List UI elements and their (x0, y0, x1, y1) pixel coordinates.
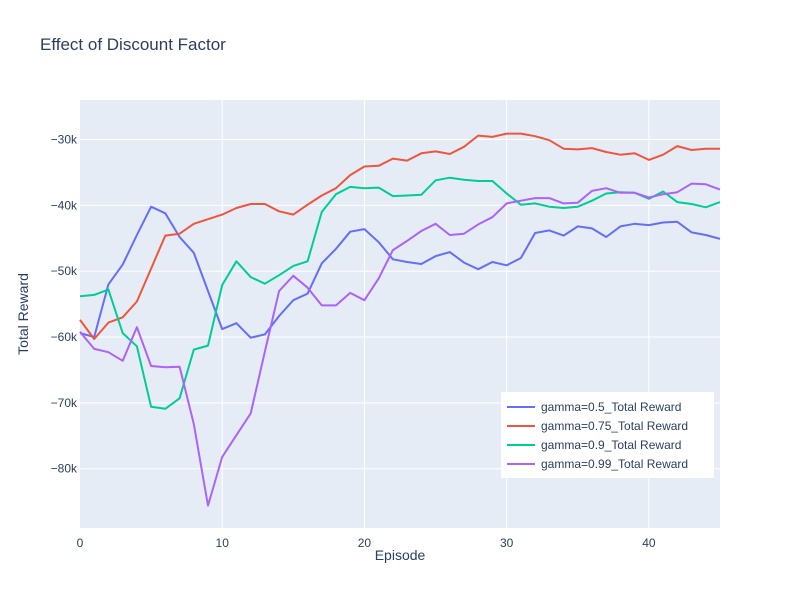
series-line (79, 205, 721, 339)
legend-item-label[interactable]: gamma=0.9_Total Reward (541, 438, 681, 452)
series-line (79, 176, 721, 410)
y-tick-label: −50k (51, 264, 78, 278)
x-tick-label: 0 (77, 536, 84, 550)
legend[interactable]: gamma=0.5_Total Reward gamma=0.75_Total R… (501, 392, 714, 478)
x-tick-label: 10 (216, 536, 230, 550)
chart-title: Effect of Discount Factor (40, 35, 226, 54)
y-tick-label: −80k (51, 462, 78, 476)
series-line (79, 132, 720, 340)
legend-box (501, 392, 714, 478)
x-tick-label: 30 (500, 536, 514, 550)
legend-item-label[interactable]: gamma=0.99_Total Reward (541, 457, 688, 471)
legend-item-label[interactable]: gamma=0.75_Total Reward (541, 419, 688, 433)
x-tick-label: 20 (358, 536, 372, 550)
x-tick-label: 40 (642, 536, 656, 550)
legend-item-label[interactable]: gamma=0.5_Total Reward (541, 400, 681, 414)
y-tick-label: −30k (51, 133, 78, 147)
y-axis-title: Total Reward (15, 273, 31, 355)
y-tick-label: −70k (51, 396, 78, 410)
x-axis-title: Episode (375, 547, 426, 563)
y-tick-label: −40k (51, 198, 78, 212)
series-lines (79, 132, 721, 507)
axis-ticks: 0 10 20 30 40 −30k −40k −50k −60k −70k −80k (51, 133, 656, 550)
series-line (79, 182, 721, 507)
y-tick-label: −60k (51, 330, 78, 344)
